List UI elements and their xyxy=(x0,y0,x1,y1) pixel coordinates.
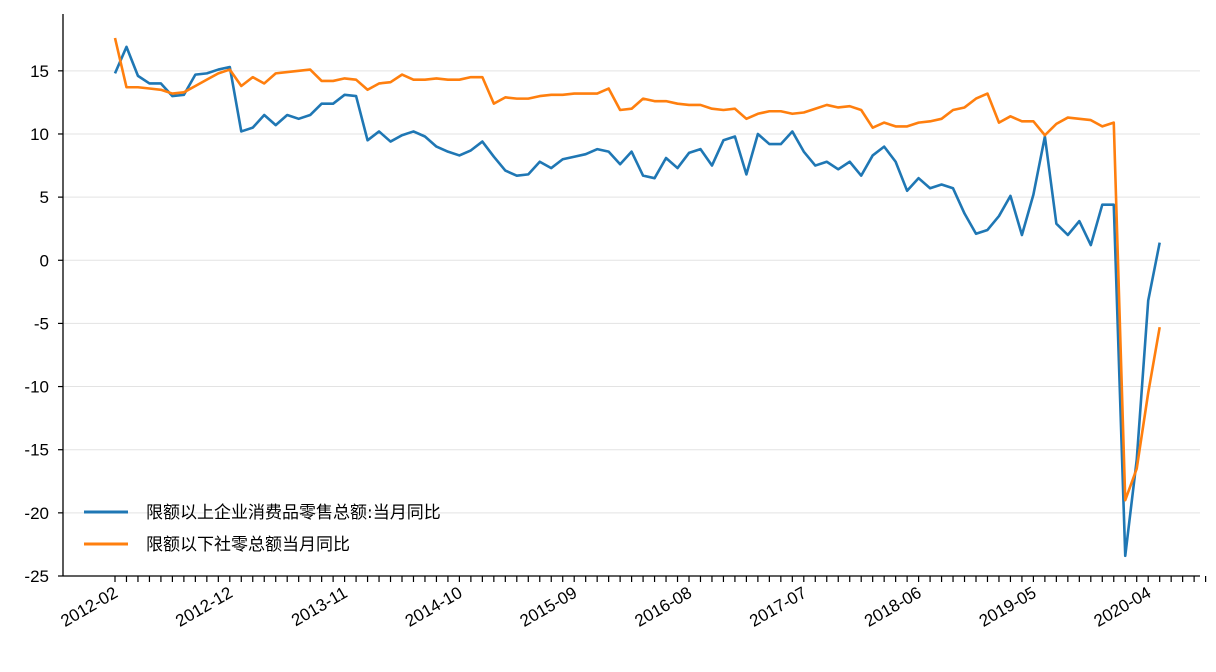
x-tick-label: 2018-06 xyxy=(861,583,925,631)
x-tick-label: 2016-08 xyxy=(631,583,695,631)
y-tick-label: 0 xyxy=(40,251,49,270)
x-tick-label: 2020-04 xyxy=(1091,583,1155,631)
y-tick-label: 10 xyxy=(30,125,49,144)
y-tick-label: -20 xyxy=(24,504,49,523)
legend-label-1: 限额以下社零总额当月同比 xyxy=(146,535,350,555)
x-tick-label: 2014-10 xyxy=(402,583,466,631)
gridlines xyxy=(63,70,1200,577)
x-tick-label: 2017-07 xyxy=(746,583,810,631)
y-tick-label: -25 xyxy=(24,567,49,586)
legend-label-0: 限额以上企业消费品零售总额:当月同比 xyxy=(146,503,441,523)
y-tick-label: -15 xyxy=(24,441,49,460)
series-line-1 xyxy=(113,37,1161,502)
series-line-0 xyxy=(113,45,1161,558)
x-tick-label: 2013-11 xyxy=(288,583,350,630)
x-axis-ticks: 2012-02 2012-12 2013-11 2014-10 2015-09 2016-… xyxy=(57,576,1207,631)
y-tick-label: 15 xyxy=(30,62,49,81)
y-tick-label: 5 xyxy=(40,188,49,207)
axes xyxy=(62,14,1200,577)
x-tick-label: 2015-09 xyxy=(517,583,581,631)
x-tick-label: 2012-02 xyxy=(57,583,121,631)
y-tick-label: -5 xyxy=(34,314,49,333)
series-lines xyxy=(113,37,1161,558)
x-tick-label: 2012-12 xyxy=(172,583,236,631)
y-tick-label: -10 xyxy=(24,378,49,397)
y-axis-ticks: 15 10 5 0 -5 -10 -15 -20 -25 xyxy=(24,62,63,586)
x-tick-label: 2019-05 xyxy=(976,583,1040,631)
